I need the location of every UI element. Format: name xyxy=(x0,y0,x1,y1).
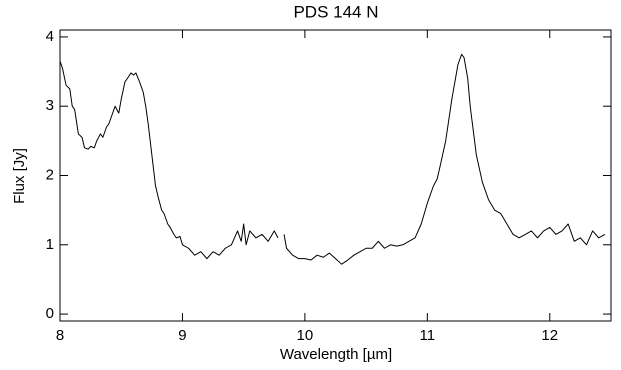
y-tick-label: 4 xyxy=(46,28,54,45)
y-tick-label: 1 xyxy=(46,236,54,253)
y-tick-label: 2 xyxy=(46,166,54,183)
x-tick-label: 9 xyxy=(178,327,186,344)
x-tick-label: 12 xyxy=(541,327,558,344)
x-tick-label: 8 xyxy=(56,327,64,344)
x-tick-label: 11 xyxy=(420,327,436,344)
x-tick-label: 10 xyxy=(297,327,314,344)
plot-frame xyxy=(59,29,612,322)
y-tick-label: 3 xyxy=(46,97,54,114)
spectrum-line xyxy=(59,53,606,265)
y-tick-label: 0 xyxy=(46,305,54,322)
chart-title: PDS 144 N xyxy=(293,2,378,21)
x-axis-label: Wavelength [µm] xyxy=(280,346,392,363)
y-axis-label: Flux [Jy] xyxy=(11,148,28,204)
